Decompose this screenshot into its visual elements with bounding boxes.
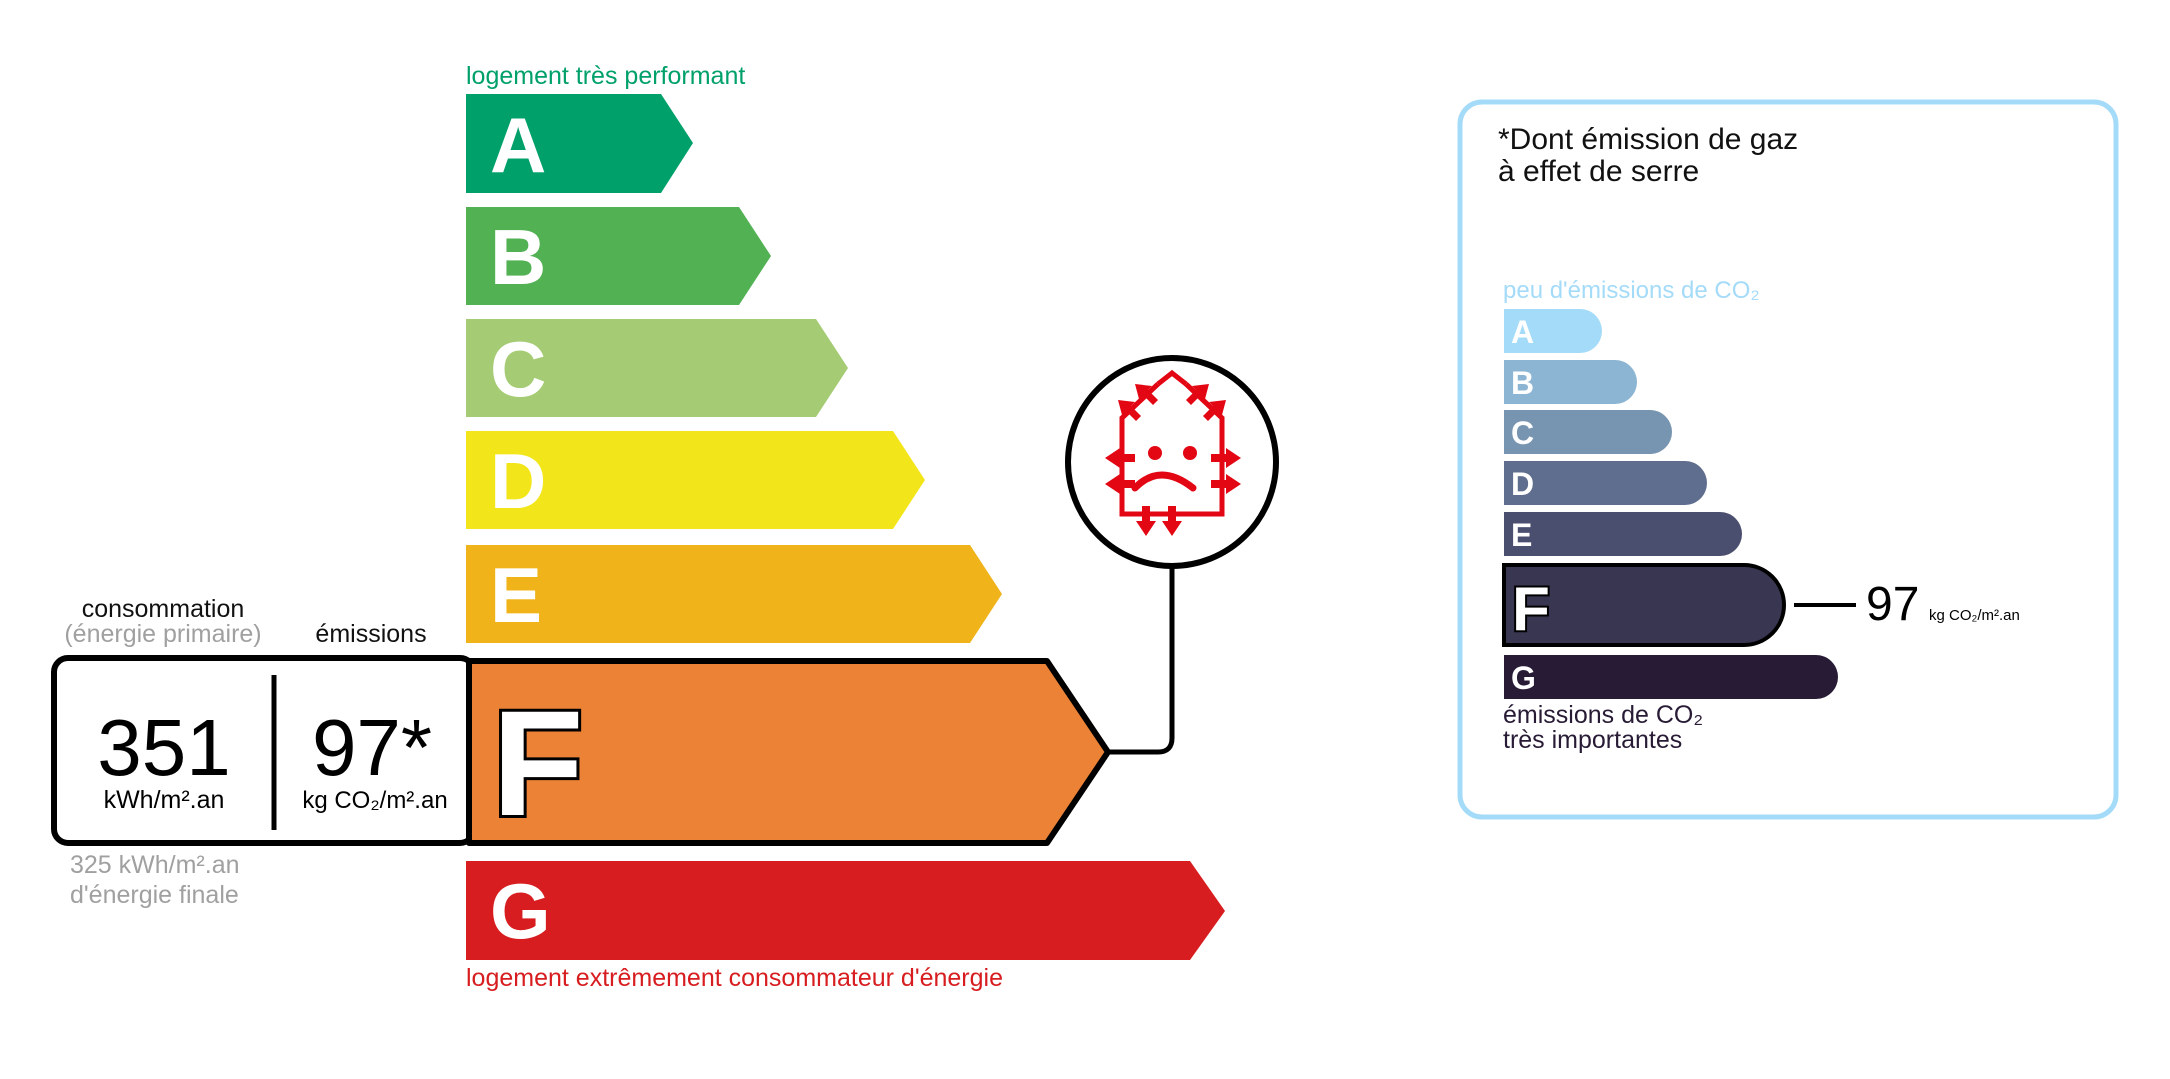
energy-bar-g-shape (466, 861, 1225, 960)
energy-bar-g-letter: G (490, 867, 551, 955)
ges-bar-a-shape (1504, 309, 1602, 353)
ges-bar-a: A (1504, 309, 1602, 353)
final-energy-value: 325 kWh/m².an (70, 851, 240, 879)
energy-bar-c-shape (466, 319, 848, 417)
ges-bar-f-shape (1502, 563, 1786, 647)
ges-title-line2: à effet de serre (1498, 155, 1699, 188)
energy-bar-c: C (466, 319, 848, 417)
ges-bar-f-current: F (1502, 563, 1786, 647)
energy-bar-c-letter: C (490, 325, 546, 413)
ges-bar-g: G (1504, 655, 1838, 699)
energy-top-label: logement très performant (466, 62, 745, 90)
ges-top-label: peu d'émissions de CO₂ (1503, 277, 1760, 304)
energy-bar-g: G (466, 861, 1225, 960)
energy-bar-b-letter: B (490, 213, 546, 301)
ges-bottom-label-line1: émissions de CO₂ (1503, 701, 1703, 729)
energy-bar-b: B (466, 207, 771, 305)
ges-bar-d-letter: D (1511, 466, 1534, 502)
energy-bar-e-letter: E (490, 551, 542, 639)
energy-bar-a-shape (466, 94, 693, 193)
energy-bar-f-letter: F (492, 679, 584, 847)
ges-bottom-label-line2: très importantes (1503, 726, 1682, 754)
ges-bar-b-letter: B (1511, 365, 1534, 401)
consumption-sub-label: (énergie primaire) (64, 620, 261, 648)
emissions-value: 97* (312, 703, 432, 792)
energy-bar-f-current: F (466, 658, 1111, 850)
ges-bar-f-letter: F (1512, 575, 1550, 644)
energy-bar-e-shape (466, 545, 1002, 643)
energy-bar-a: A (466, 94, 693, 193)
ges-bar-c: C (1504, 410, 1672, 454)
ges-bar-c-letter: C (1511, 415, 1534, 451)
ges-bar-e-letter: E (1511, 517, 1532, 553)
ges-title-line1: *Dont émission de gaz (1498, 123, 1798, 156)
ges-bar-b: B (1504, 360, 1637, 404)
consumption-unit: kWh/m².an (104, 786, 225, 814)
ges-bar-d-shape (1504, 461, 1707, 505)
energy-bar-d: D (466, 431, 925, 529)
ges-bar-e: E (1504, 512, 1742, 556)
consumption-label: consommation (82, 595, 245, 623)
consumption-value: 351 (97, 703, 230, 792)
ges-bar-d: D (1504, 461, 1707, 505)
ges-value: 97 (1866, 578, 1919, 631)
house-energy-loss-sad-icon (1065, 355, 1279, 569)
ges-bar-b-shape (1504, 360, 1637, 404)
energy-bar-a-letter: A (490, 101, 546, 189)
energy-bar-f-shape (466, 658, 1111, 846)
ges-bar-e-shape (1504, 512, 1742, 556)
energy-bar-d-shape (466, 431, 925, 529)
icon-connector (1108, 567, 1175, 755)
energy-bottom-label: logement extrêmement consommateur d'éner… (466, 964, 1003, 992)
emissions-unit: kg CO₂/m².an (302, 787, 447, 814)
energy-bar-d-letter: D (490, 437, 546, 525)
ges-bar-a-letter: A (1511, 314, 1534, 350)
ges-bar-c-shape (1504, 410, 1672, 454)
final-energy-label: d'énergie finale (70, 881, 239, 909)
ges-bar-g-shape (1504, 655, 1838, 699)
ges-unit: kg CO₂/m².an (1929, 607, 2020, 624)
energy-bar-e: E (466, 545, 1002, 643)
emissions-label: émissions (315, 620, 426, 648)
ges-bar-g-letter: G (1511, 660, 1536, 696)
energy-bar-b-shape (466, 207, 771, 305)
